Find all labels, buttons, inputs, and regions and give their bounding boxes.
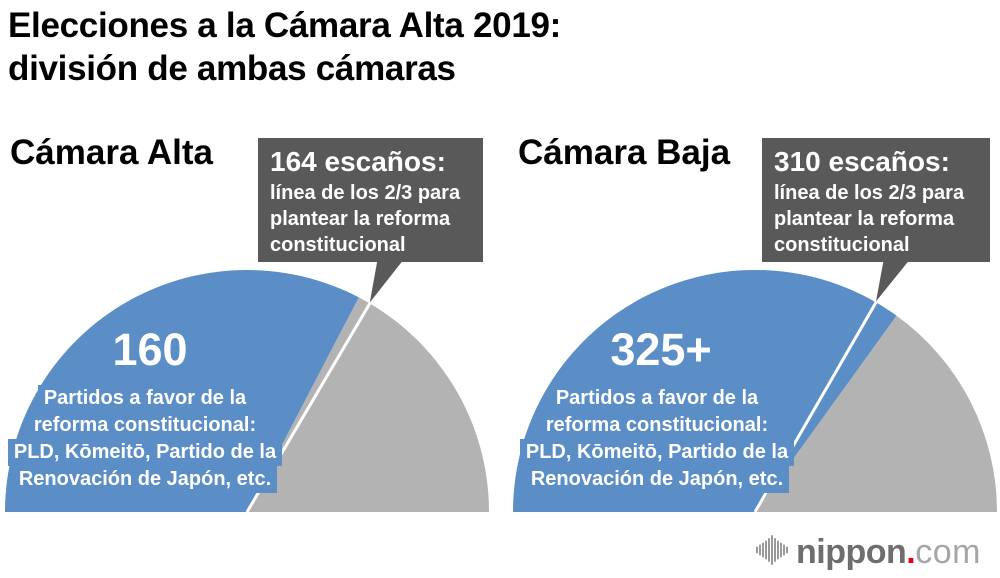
reform-parties-label-camara-alta: Partidos a favor de la reforma constituci… (0, 385, 290, 493)
reform-parties-label-line: Renovación de Japón, etc. (524, 466, 790, 493)
nippon-com-logo: nippon.com (756, 534, 981, 569)
soundwave-bar (774, 538, 776, 562)
threshold-callout-note: línea de los 2/3 para plantear la reform… (774, 182, 965, 256)
reform-parties-label-line: reforma constitucional: (27, 412, 263, 439)
reform-parties-label-line: PLD, Kōmeitō, Partido de la (519, 439, 795, 466)
threshold-callout-camara-alta: 164 escaños: línea de los 2/3 para plant… (258, 138, 483, 262)
page-title: Elecciones a la Cámara Alta 2019: divisi… (8, 6, 562, 88)
soundwave-bar (786, 546, 788, 554)
soundwave-icon (756, 535, 788, 565)
reform-seats-value-camara-baja: 325+ (610, 324, 712, 375)
soundwave-bar (762, 542, 764, 558)
other-sector (247, 297, 489, 512)
logo-brand: nippon (796, 533, 907, 571)
threshold-callout-camara-baja: 310 escaños: línea de los 2/3 para plant… (762, 138, 990, 262)
reform-parties-label-line: Partidos a favor de la (549, 385, 765, 412)
callout-pointer (876, 258, 911, 302)
reform-parties-label-line: PLD, Kōmeitō, Partido de la (7, 439, 283, 466)
logo-dot: . (906, 533, 916, 571)
callout-pointer (369, 258, 405, 303)
soundwave-bar (780, 542, 782, 558)
soundwave-bar (756, 546, 758, 554)
soundwave-bar (759, 544, 761, 556)
threshold-callout-title: 310 escaños: (774, 146, 950, 177)
soundwave-bar (777, 540, 779, 560)
chart-title-camara-alta: Cámara Alta (10, 133, 213, 172)
reform-seats-value-camara-alta: 160 (112, 324, 188, 375)
chart-title-camara-baja: Cámara Baja (518, 133, 731, 172)
threshold-callout-note: línea de los 2/3 para plantear la reform… (270, 182, 461, 256)
nippon-com-logo-text: nippon.com (796, 535, 981, 569)
logo-tld: com (915, 533, 981, 571)
other-sector (755, 315, 997, 512)
soundwave-bar (783, 544, 785, 556)
reform-parties-label-line: Renovación de Japón, etc. (12, 466, 278, 493)
reform-parties-label-line: Partidos a favor de la (37, 385, 253, 412)
soundwave-bar (765, 540, 767, 560)
reform-parties-label-camara-baja: Partidos a favor de la reforma constituci… (512, 385, 802, 493)
soundwave-bar (768, 538, 770, 562)
threshold-callout-title: 164 escaños: (270, 146, 446, 177)
soundwave-bar (771, 535, 773, 565)
reform-parties-label-line: reforma constitucional: (539, 412, 775, 439)
